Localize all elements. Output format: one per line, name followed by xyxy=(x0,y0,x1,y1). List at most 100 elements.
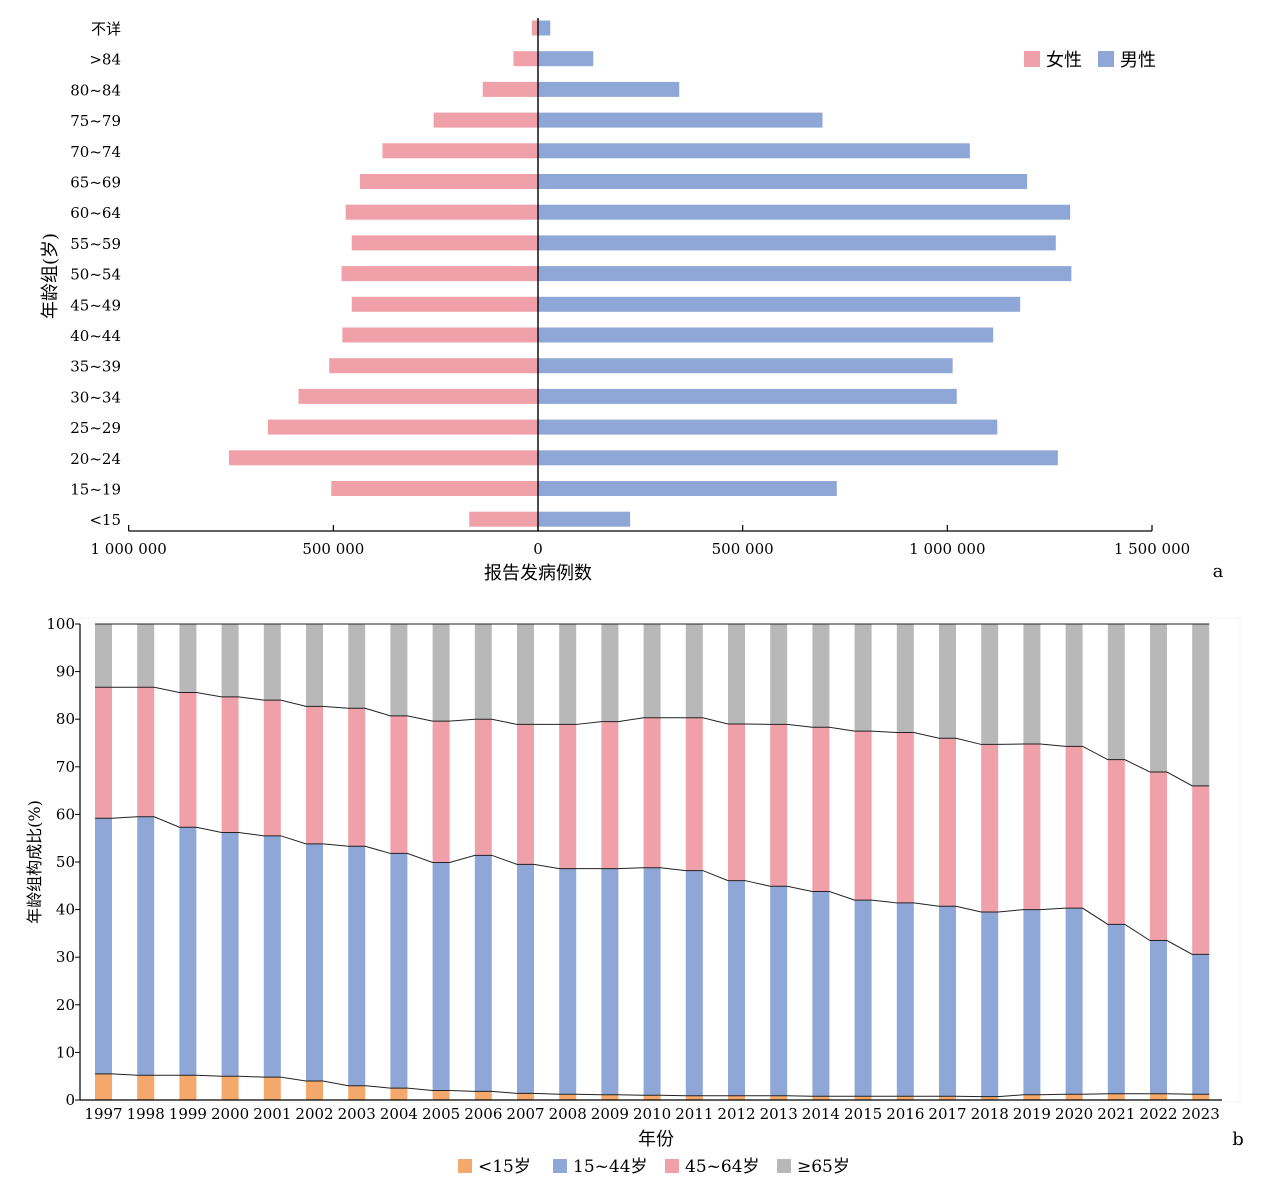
panel-b-year-label: 2015 xyxy=(844,1105,882,1123)
legend-swatch-female xyxy=(1024,51,1040,67)
over65-bar-segment xyxy=(432,624,450,722)
age15-44-bar-segment xyxy=(1107,924,1125,1094)
age15-44-bar-segment xyxy=(263,835,281,1078)
panel-a-category-label: 80~84 xyxy=(70,81,121,99)
male-bar xyxy=(538,511,631,527)
boundary-line-15-44 xyxy=(95,816,1210,955)
age45-64-bar-segment xyxy=(390,715,408,854)
panel-b-y-tick-label: 40 xyxy=(56,901,75,919)
over65-bar-segment xyxy=(390,624,408,716)
panel-b-year-label: 2019 xyxy=(1013,1105,1051,1123)
female-bar xyxy=(513,51,538,67)
over65-bar-segment xyxy=(95,624,112,688)
panel-b-year-label: 2008 xyxy=(549,1105,587,1123)
female-bar xyxy=(382,143,538,159)
male-bar xyxy=(538,419,998,435)
under15-bar-segment xyxy=(517,1093,534,1100)
panel-b-year-label: 2018 xyxy=(971,1105,1009,1123)
panel-b-year-label: 2004 xyxy=(380,1105,418,1123)
panel-a-category-label: 20~24 xyxy=(70,450,121,468)
male-bar xyxy=(538,235,1056,251)
under15-bar-segment xyxy=(1150,1093,1167,1100)
over65-bar-segment xyxy=(939,624,956,739)
legend-label-under15: <15岁 xyxy=(478,1157,531,1177)
age15-44-bar-segment xyxy=(812,891,830,1097)
age45-64-bar-segment xyxy=(854,731,872,901)
panel-b-year-label: 2001 xyxy=(253,1105,291,1123)
boundary-line-45-64 xyxy=(95,686,1210,787)
over65-bar-segment xyxy=(854,624,872,732)
male-bar xyxy=(538,51,594,67)
under15-bar-segment xyxy=(981,1096,999,1100)
age45-64-bar-segment xyxy=(1065,746,1083,909)
panel-a-category-label: 15~19 xyxy=(70,481,121,499)
over65-bar-segment xyxy=(981,624,999,745)
panel-a-pyramid-chart: 年龄组(岁) 报告发病例数 a 不详 >84 80~84 75~79 70~74 65~6… xyxy=(40,18,1224,584)
over65-bar-segment xyxy=(812,624,830,728)
panel-b-year-label: 2014 xyxy=(802,1105,840,1123)
panel-b-label: b xyxy=(1232,1129,1244,1150)
boundary-line-under15 xyxy=(95,1073,1210,1098)
under15-bar-segment xyxy=(1023,1094,1041,1100)
over65-bar-segment xyxy=(137,624,155,688)
age45-64-bar-segment xyxy=(474,719,492,856)
male-bar xyxy=(538,20,551,36)
age45-64-bar-segment xyxy=(981,744,999,912)
under15-bar-segment xyxy=(1192,1094,1210,1100)
female-bar xyxy=(482,81,538,97)
panel-b-year-label: 2017 xyxy=(928,1105,966,1123)
over65-bar-segment xyxy=(474,624,492,720)
under15-bar-segment xyxy=(939,1096,956,1100)
panel-a-category-label: 75~79 xyxy=(70,112,121,130)
legend-label-15-44: 15~44岁 xyxy=(573,1157,648,1177)
panel-b-year-label: 2021 xyxy=(1097,1105,1135,1123)
panel-b-year-label: 2000 xyxy=(211,1105,249,1123)
female-bar xyxy=(329,358,538,374)
legend-swatch-under15 xyxy=(458,1159,472,1173)
female-bar xyxy=(351,235,538,251)
panel-b-year-label: 1998 xyxy=(127,1105,165,1123)
panel-a-x-tick-label: 0 xyxy=(533,540,543,558)
panel-a-category-label: 55~59 xyxy=(70,235,121,253)
age45-64-bar-segment xyxy=(432,721,450,863)
age15-44-bar-segment xyxy=(474,855,492,1092)
male-bar xyxy=(538,450,1058,466)
under15-bar-segment xyxy=(474,1091,492,1100)
age45-64-bar-segment xyxy=(896,732,914,903)
male-bar xyxy=(538,81,680,97)
panel-a-category-label: 30~34 xyxy=(70,388,121,406)
panel-a-x-tick-label: 1 500 000 xyxy=(1114,540,1190,558)
age15-44-bar-segment xyxy=(95,818,112,1074)
female-bar xyxy=(341,266,538,282)
under15-bar-segment xyxy=(221,1076,239,1100)
under15-bar-segment xyxy=(896,1096,914,1100)
under15-bar-segment xyxy=(1065,1094,1083,1100)
male-bar xyxy=(538,174,1028,189)
panel-a-x-tick-label: 500 000 xyxy=(302,540,364,558)
under15-bar-segment xyxy=(179,1075,197,1100)
female-bar xyxy=(345,204,538,220)
age45-64-bar-segment xyxy=(643,717,661,868)
over65-bar-segment xyxy=(559,624,577,725)
over65-bar-segment xyxy=(263,624,281,701)
female-bar xyxy=(351,296,538,312)
under15-bar-segment xyxy=(685,1095,703,1100)
panel-a-category-label: 40~44 xyxy=(70,327,121,345)
panel-b-y-tick-label: 30 xyxy=(56,948,75,966)
panel-a-category-label: 60~64 xyxy=(70,204,121,222)
panel-a-y-axis-label: 年龄组(岁) xyxy=(40,233,61,319)
panel-b-y-tick-label: 20 xyxy=(56,996,75,1014)
panel-b-year-label: 2023 xyxy=(1182,1105,1220,1123)
legend-swatch-65plus xyxy=(777,1159,791,1173)
under15-bar-segment xyxy=(601,1094,619,1100)
age45-64-bar-segment xyxy=(812,727,830,892)
over65-bar-segment xyxy=(1192,624,1210,786)
age15-44-bar-segment xyxy=(306,843,323,1081)
under15-bar-segment xyxy=(137,1075,155,1100)
age45-64-bar-segment xyxy=(137,687,155,817)
panel-b-stacked-bar-chart: 年龄组构成比(%) 年份 b 1997 1998 1999 2000 2001 2002 2… xyxy=(25,615,1244,1177)
age45-64-bar-segment xyxy=(939,738,956,907)
female-bar xyxy=(298,388,538,404)
age15-44-bar-segment xyxy=(559,868,577,1095)
